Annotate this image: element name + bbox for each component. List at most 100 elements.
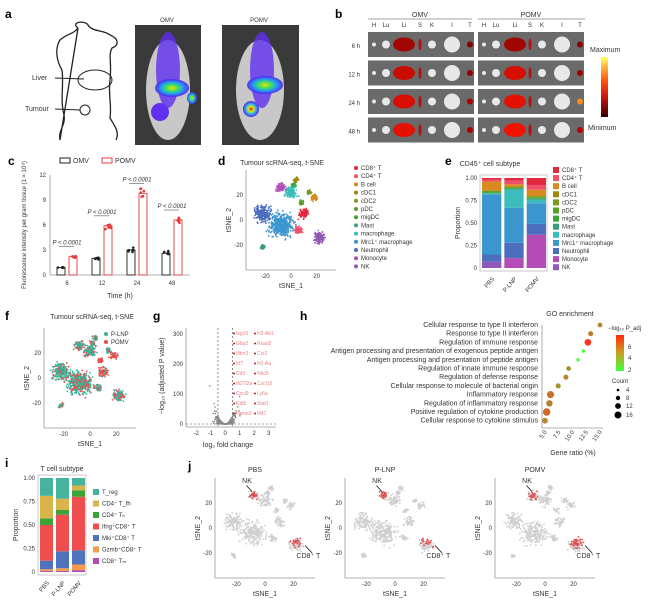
panel-label-b: b (335, 7, 342, 21)
f-cell-point (94, 336, 97, 339)
g-sig-point (233, 352, 235, 355)
e-legend-swatch (553, 248, 559, 254)
j-cell-point (237, 530, 240, 533)
organ-I (444, 36, 460, 53)
d-cell-point (304, 215, 307, 218)
c-bar-pomv (173, 219, 183, 276)
j-cell-point (381, 529, 383, 532)
j-cd8-cell (299, 542, 302, 545)
f-cell-point (68, 382, 71, 385)
j-cell-point (251, 540, 253, 543)
e-bar-segment (482, 261, 502, 268)
d-cell-point (262, 220, 265, 223)
g-xtick: 2 (253, 431, 257, 437)
d-cell-point (301, 228, 303, 231)
j-cell-point (392, 544, 395, 547)
d-cell-point (276, 187, 279, 190)
d-cell-point (285, 213, 288, 216)
g-sig-point (233, 332, 235, 335)
f-cell-point (55, 373, 58, 376)
j-cell-point (266, 503, 268, 505)
j-cell-point (271, 533, 273, 536)
d-cell-point (277, 218, 280, 221)
j-cell-point (252, 527, 255, 530)
d-cell-point (283, 183, 285, 186)
f-cell-point (61, 401, 64, 404)
f-cell-point (87, 386, 90, 389)
g-gene-point (209, 385, 211, 387)
d-cell-point (314, 199, 317, 202)
h-enrichment-dot (576, 358, 580, 362)
liver-arrow (54, 77, 85, 80)
j-cell-point (233, 527, 235, 529)
f-cell-point (79, 387, 82, 390)
h-enrichment-dot (597, 322, 603, 328)
d-cell-point (286, 194, 289, 197)
j-cell-point (368, 520, 371, 523)
c-legend-omv: OMV (73, 158, 89, 165)
j-cd8-cell (430, 539, 432, 542)
d-cell-point (279, 232, 282, 235)
c-data-point (104, 227, 107, 231)
e-plot-frame (479, 174, 548, 272)
j-cell-point (258, 521, 260, 524)
g-gene-point (214, 412, 217, 415)
j-cell-point (364, 525, 367, 528)
j-cell-point (386, 524, 389, 527)
j-nk-cell (252, 492, 255, 495)
organ-Lu (492, 97, 500, 106)
j-xtick: -20 (362, 582, 371, 588)
i-legend-item: Mki⁺CD8⁺ T (102, 535, 135, 542)
organ-K (538, 126, 546, 134)
i-legend-swatch (93, 535, 99, 541)
organ-S (528, 38, 532, 51)
tumour-label: Tumour (25, 106, 50, 113)
f-cell-point (53, 375, 56, 378)
i-legend-item: Ifng⁺CD8⁺ T (102, 524, 136, 531)
j-cd8-cell (422, 540, 424, 543)
f-legend-item: P-LNP (111, 332, 129, 338)
organ-K (428, 40, 436, 49)
j-cell-point (366, 519, 369, 522)
e-bar-segment (526, 185, 546, 190)
d-cell-point (280, 218, 283, 221)
e-bar-segment (504, 188, 524, 190)
panel-label-h: h (300, 309, 307, 323)
c-data-point (178, 221, 181, 225)
e-legend-swatch (553, 191, 559, 198)
j-cell-point (570, 506, 573, 509)
j-cell-point (356, 524, 359, 527)
d-legend-dot (354, 207, 358, 211)
j-cell-point (552, 539, 555, 541)
j-panel-title: P-LNP (375, 467, 396, 474)
j-cell-point (256, 540, 259, 543)
d-cell-point (275, 224, 278, 227)
d-legend-dot (354, 256, 358, 261)
d-legend-item: CD8⁺ T (361, 165, 382, 172)
i-legend-item: CD8⁺ Tₘ (102, 558, 126, 565)
d-cell-point (299, 199, 302, 201)
g-gene-point (223, 423, 226, 425)
organ-label-pomv: I (561, 23, 563, 29)
j-cell-point (423, 548, 426, 551)
j-cell-point (392, 499, 395, 502)
d-cell-point (264, 220, 267, 223)
j-cell-point (393, 525, 395, 528)
j-cell-point (276, 509, 279, 512)
g-sig-point (233, 382, 235, 385)
j-cell-point (389, 540, 391, 543)
organ-T (577, 41, 583, 48)
g-gene-label: Stat1 (257, 401, 269, 407)
f-cell-point (74, 376, 77, 379)
e-bar-segment (482, 254, 502, 262)
f-cell-point (74, 380, 76, 383)
j-cell-point (275, 522, 278, 525)
j-cell-point (275, 507, 278, 510)
f-cell-point (106, 371, 109, 374)
j-cell-point (396, 496, 399, 499)
j-cd8-cell (294, 541, 296, 544)
j-xlabel: tSNE_1 (533, 591, 557, 598)
j-cell-point (398, 490, 401, 493)
j-xtick: -20 (232, 582, 241, 588)
